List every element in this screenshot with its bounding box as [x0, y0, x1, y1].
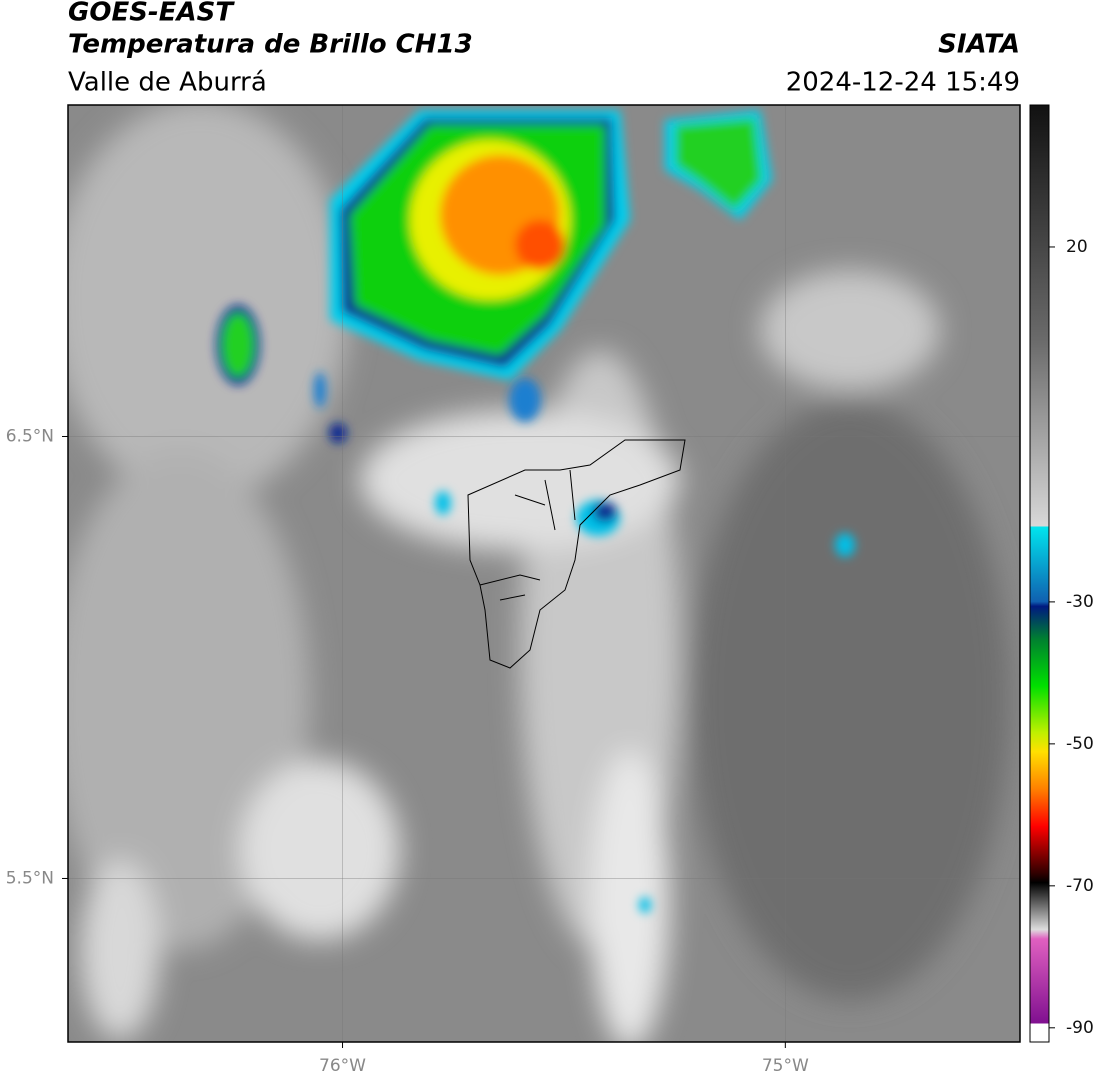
- gridlines: [68, 105, 1020, 1042]
- colorbar-tick-label: -30: [1066, 592, 1094, 612]
- region: Valle de Aburrá: [68, 68, 267, 98]
- imagery: [68, 105, 1020, 1042]
- y-tick-label: 6.5°N: [6, 426, 54, 446]
- colorbar: [1029, 104, 1050, 1043]
- x-tick-label: 75°W: [762, 1056, 809, 1076]
- product: Temperatura de Brillo CH13: [68, 30, 473, 60]
- colorbar-tick-label: 20: [1066, 237, 1088, 257]
- datetime: 2024-12-24 15:49: [786, 68, 1020, 98]
- x-tick-label: 76°W: [319, 1056, 366, 1076]
- valle-aburra-outline: [467, 439, 686, 669]
- colorbar-tick-label: -50: [1066, 734, 1094, 754]
- source: SIATA: [938, 30, 1020, 60]
- satellite: GOES-EAST: [68, 0, 235, 28]
- map-frame: [67, 104, 1021, 1043]
- y-tick-label: 5.5°N: [6, 868, 54, 888]
- colorbar-tick-label: -70: [1066, 876, 1094, 896]
- colorbar-tick-label: -90: [1066, 1018, 1094, 1038]
